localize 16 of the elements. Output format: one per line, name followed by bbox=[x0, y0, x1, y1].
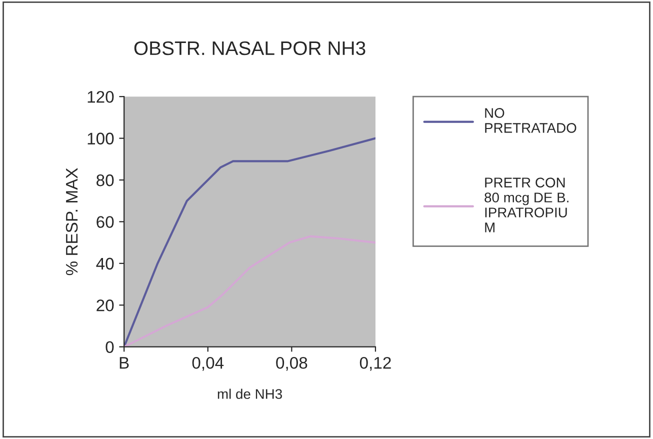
y-tick-label: 100 bbox=[88, 132, 114, 144]
x-tick-label: 0,08 bbox=[276, 356, 308, 371]
y-tick-label: 40 bbox=[96, 258, 114, 270]
x-tick-label: 0,12 bbox=[360, 356, 391, 371]
chart-title: OBSTR. NASAL POR NH3 bbox=[134, 41, 366, 56]
y-tick-label: 20 bbox=[96, 300, 114, 312]
y-axis-title: % RESP. MAX bbox=[66, 168, 78, 276]
legend-label: PRETR CON 80 mcg DE B. IPRATROPIU M bbox=[484, 178, 568, 232]
y-tick-label: 80 bbox=[96, 174, 114, 186]
y-tick-label: 120 bbox=[88, 90, 114, 103]
y-tick-label: 0 bbox=[106, 341, 114, 354]
x-tick-label: B bbox=[120, 357, 129, 369]
x-tick-label: 0,04 bbox=[192, 356, 224, 371]
x-axis-title: ml de NH3 bbox=[218, 388, 282, 399]
legend-label: NO PRETRATADO bbox=[485, 108, 576, 133]
y-tick-label: 60 bbox=[96, 216, 114, 228]
